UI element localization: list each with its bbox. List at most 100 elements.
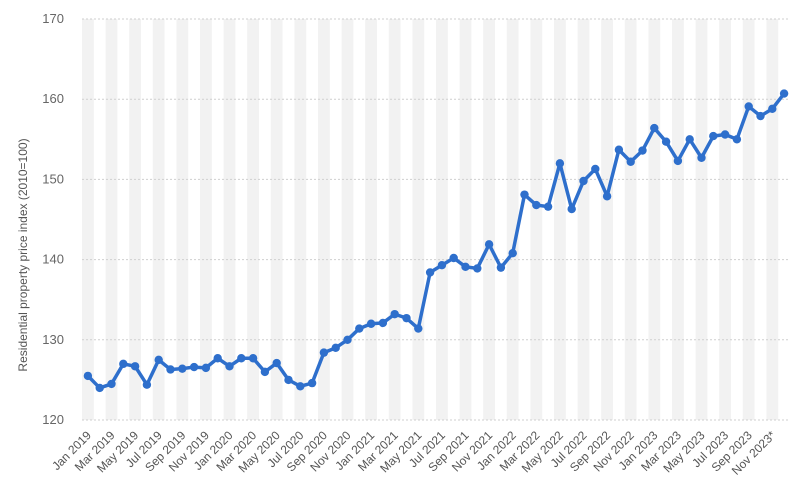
column-band — [624, 19, 637, 420]
column-band — [200, 19, 212, 420]
data-point — [366, 319, 376, 328]
column-band — [506, 19, 519, 420]
data-point — [520, 190, 529, 199]
data-point — [414, 324, 423, 333]
data-point — [95, 383, 104, 393]
column-band — [436, 19, 448, 420]
data-point — [697, 153, 706, 162]
column-band — [672, 19, 684, 420]
data-point — [449, 253, 458, 263]
y-tick-label: 140 — [42, 252, 64, 267]
column-band — [554, 19, 566, 420]
data-point — [661, 137, 671, 146]
data-point — [709, 131, 718, 141]
data-point — [343, 335, 352, 344]
data-point — [284, 375, 293, 385]
data-point — [756, 111, 765, 121]
column-band — [459, 19, 472, 420]
data-point — [307, 378, 317, 388]
data-point — [591, 164, 600, 174]
data-point — [720, 130, 730, 139]
column-band — [318, 19, 330, 420]
data-point — [614, 145, 624, 154]
data-point — [402, 313, 411, 323]
data-point — [650, 123, 659, 133]
data-point — [107, 379, 116, 389]
y-axis-label: Residential property price index (2010=1… — [16, 138, 30, 371]
column-band — [105, 19, 118, 420]
y-tick-label: 130 — [42, 332, 64, 347]
data-point — [473, 264, 482, 273]
data-point — [331, 343, 340, 353]
data-point — [201, 363, 211, 373]
data-point — [626, 157, 635, 166]
data-point — [673, 156, 683, 166]
data-point — [732, 135, 742, 144]
data-point — [178, 364, 187, 373]
data-point — [237, 354, 246, 363]
series-line-group — [83, 89, 789, 393]
data-point — [142, 380, 152, 389]
data-point — [437, 261, 447, 270]
column-band — [388, 19, 401, 420]
data-point — [579, 176, 588, 186]
column-band — [82, 19, 94, 420]
column-band — [294, 19, 307, 420]
column-band — [270, 19, 283, 420]
y-tick-label: 170 — [42, 11, 64, 26]
column-band — [129, 19, 141, 420]
data-point — [83, 371, 93, 381]
column-bands — [82, 19, 779, 420]
data-point — [543, 202, 553, 211]
data-point — [461, 262, 470, 272]
column-band — [365, 19, 377, 420]
data-point — [260, 367, 270, 377]
column-band — [483, 19, 495, 420]
column-band — [577, 19, 590, 420]
data-point — [296, 382, 305, 391]
data-point — [555, 159, 565, 168]
data-point — [425, 268, 435, 277]
data-point — [508, 248, 517, 258]
data-point — [225, 362, 234, 371]
data-point — [496, 263, 506, 272]
data-point — [130, 362, 140, 371]
data-point — [119, 359, 128, 369]
y-axis-ticks: 120 130 140 150 160 170 — [42, 11, 64, 427]
data-point — [272, 358, 281, 368]
gridlines — [82, 18, 790, 421]
data-point — [532, 200, 541, 210]
column-band — [223, 19, 236, 420]
data-point — [602, 192, 612, 201]
y-tick-label: 150 — [42, 171, 64, 186]
data-point — [355, 324, 364, 333]
column-band — [176, 19, 189, 420]
data-point — [567, 204, 576, 214]
data-point — [189, 362, 199, 372]
data-point — [166, 365, 175, 374]
data-point — [779, 89, 789, 98]
column-band — [742, 19, 755, 420]
data-point — [378, 318, 388, 328]
column-band — [695, 19, 708, 420]
data-point — [768, 104, 777, 114]
data-point — [744, 102, 753, 111]
column-band — [412, 19, 425, 420]
data-point — [154, 355, 163, 365]
y-tick-label: 120 — [42, 412, 64, 427]
column-band — [601, 19, 613, 420]
column-band — [766, 19, 779, 420]
data-point — [390, 309, 399, 319]
data-point — [685, 135, 694, 144]
column-band — [719, 19, 731, 420]
column-band — [247, 19, 259, 420]
y-tick-label: 160 — [42, 91, 64, 106]
column-band — [648, 19, 661, 420]
column-band — [152, 19, 165, 420]
data-point — [319, 348, 329, 357]
column-band — [530, 19, 543, 420]
data-point — [484, 240, 494, 249]
